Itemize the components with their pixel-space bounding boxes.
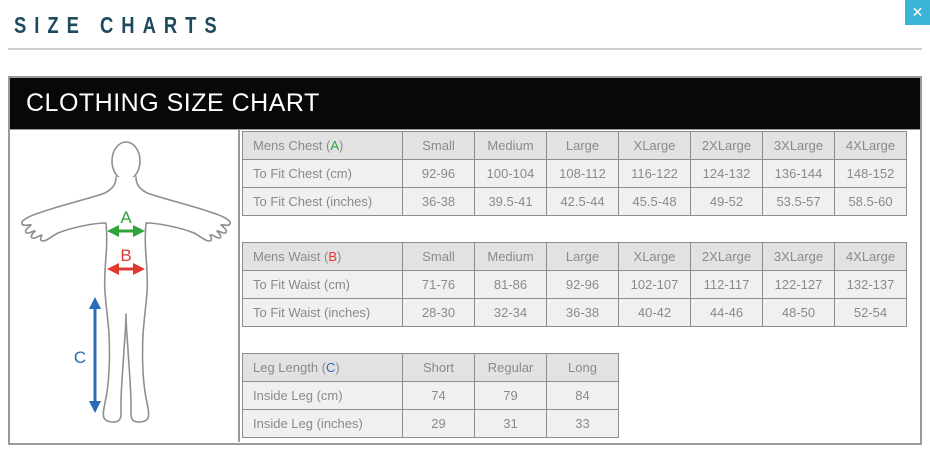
measure-letter: B [328,249,338,264]
measure-letter: C [326,360,336,375]
size-column-header: Small [402,242,475,271]
size-value: 36-38 [546,298,619,327]
size-column-header: Long [546,353,619,382]
panel-body: A B C Mens Chest (A) Small Medium Large XLar [10,130,920,442]
size-value: 92-96 [402,159,475,188]
row-label: To Fit Waist (inches) [242,298,403,327]
size-value: 33 [546,409,619,438]
size-value: 53.5-57 [762,187,835,216]
size-column-header: Medium [474,131,547,160]
size-value: 148-152 [834,159,907,188]
size-value: 39.5-41 [474,187,547,216]
body-measurement-diagram: A B C [10,130,240,442]
table-label-header: Mens Waist (B) [242,242,403,271]
size-column-header: Regular [474,353,547,382]
leg-length-arrow [89,297,101,413]
measure-label-c: C [74,348,86,367]
size-value: 36-38 [402,187,475,216]
size-column-header: XLarge [618,242,691,271]
size-column-header: 2XLarge [690,242,763,271]
size-column-header: 3XLarge [762,131,835,160]
row-label: Inside Leg (cm) [242,381,403,410]
size-value: 116-122 [618,159,691,188]
size-column-header: Medium [474,242,547,271]
size-column-header: Short [402,353,475,382]
mens-waist-table: Mens Waist (B) Small Medium Large XLarge 2XLa… [242,242,907,327]
size-chart-panel: CLOTHING SIZE CHART A [8,76,922,445]
row-label: Inside Leg (inches) [242,409,403,438]
close-icon: ✕ [911,4,924,20]
leg-length-table: Leg Length (C) Short Regular Long Inside Leg… [242,353,619,438]
size-value: 132-137 [834,270,907,299]
size-value: 58.5-60 [834,187,907,216]
size-value: 84 [546,381,619,410]
table-label-header: Leg Length (C) [242,353,403,382]
close-button[interactable]: ✕ [905,0,930,25]
size-value: 48-50 [762,298,835,327]
size-value: 124-132 [690,159,763,188]
mens-chest-table: Mens Chest (A) Small Medium Large XLarge 2XLa… [242,131,907,216]
size-value: 136-144 [762,159,835,188]
size-value: 32-34 [474,298,547,327]
size-column-header: 4XLarge [834,242,907,271]
measure-letter: A [330,138,339,153]
size-value: 31 [474,409,547,438]
size-column-header: Large [546,242,619,271]
size-value: 102-107 [618,270,691,299]
size-column-header: Small [402,131,475,160]
size-value: 92-96 [546,270,619,299]
size-value: 112-117 [690,270,763,299]
size-value: 81-86 [474,270,547,299]
body-outline-figure: A B C [21,141,231,423]
panel-title: CLOTHING SIZE CHART [26,89,320,117]
size-value: 74 [402,381,475,410]
size-value: 71-76 [402,270,475,299]
size-value: 28-30 [402,298,475,327]
size-value: 108-112 [546,159,619,188]
measure-label-b: B [120,246,131,265]
size-value: 40-42 [618,298,691,327]
row-label: To Fit Chest (cm) [242,159,403,188]
tables-area: Mens Chest (A) Small Medium Large XLarge 2XLa… [240,130,920,442]
row-label: To Fit Waist (cm) [242,270,403,299]
page-title: SIZE CHARTS [14,12,225,38]
size-value: 122-127 [762,270,835,299]
size-column-header: XLarge [618,131,691,160]
table-label-header: Mens Chest (A) [242,131,403,160]
size-column-header: 3XLarge [762,242,835,271]
size-value: 29 [402,409,475,438]
size-value: 44-46 [690,298,763,327]
waist-arrow [107,263,145,275]
title-divider [8,48,922,50]
chest-arrow [107,225,145,237]
size-value: 49-52 [690,187,763,216]
figure-head [111,141,141,181]
size-value: 79 [474,381,547,410]
size-column-header: Large [546,131,619,160]
size-value: 45.5-48 [618,187,691,216]
size-column-header: 4XLarge [834,131,907,160]
figure-body [21,176,231,423]
row-label: To Fit Chest (inches) [242,187,403,216]
size-value: 42.5-44 [546,187,619,216]
size-value: 52-54 [834,298,907,327]
size-value: 100-104 [474,159,547,188]
panel-header: CLOTHING SIZE CHART [10,78,920,130]
size-column-header: 2XLarge [690,131,763,160]
measure-label-a: A [120,208,132,227]
